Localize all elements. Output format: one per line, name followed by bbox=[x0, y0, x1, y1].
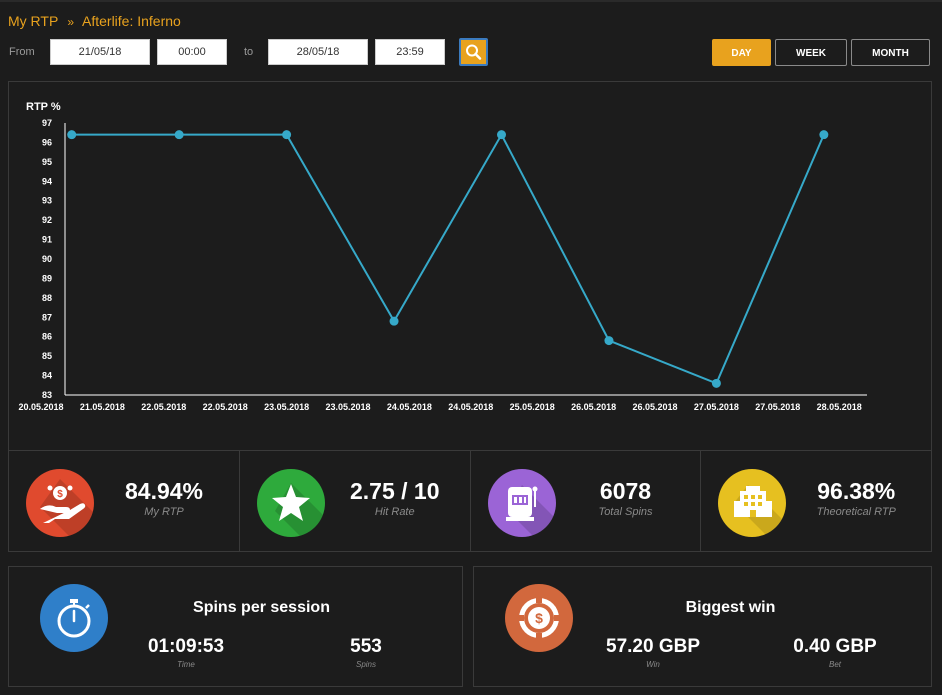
spins-per-session-panel: Spins per session 01:09:53 Time 553 Spin… bbox=[8, 566, 463, 687]
total-spins-value: 6078 bbox=[599, 478, 652, 504]
x-tick-label: 22.05.2018 bbox=[141, 402, 186, 412]
spins-per-session-title: Spins per session bbox=[193, 599, 330, 616]
range-day-button[interactable]: DAY bbox=[712, 39, 771, 66]
y-tick-label: 84 bbox=[42, 371, 52, 381]
x-tick-label: 20.05.2018 bbox=[18, 402, 63, 412]
rtp-data-point[interactable] bbox=[711, 378, 721, 388]
y-tick-label: 95 bbox=[42, 157, 52, 167]
x-tick-label: 23.05.2018 bbox=[325, 402, 370, 412]
x-tick-label: 21.05.2018 bbox=[80, 402, 125, 412]
rtp-data-point[interactable] bbox=[174, 130, 184, 140]
rtp-chart-panel: RTP % 83 84 85 86 87 88 89 90 91 92 93 94 95 96 97 20.… bbox=[8, 81, 932, 451]
x-tick-label: 25.05.2018 bbox=[510, 402, 555, 412]
x-tick-label: 26.05.2018 bbox=[571, 402, 616, 412]
rtp-data-point[interactable] bbox=[282, 130, 292, 140]
casino-chip-icon: $ bbox=[505, 584, 573, 652]
x-tick-label: 23.05.2018 bbox=[264, 402, 309, 412]
breadcrumb-current: Afterlife: Inferno bbox=[82, 13, 181, 29]
top-border bbox=[0, 0, 942, 2]
x-tick-label: 28.05.2018 bbox=[817, 402, 862, 412]
from-time-field[interactable]: 00:00 bbox=[157, 39, 227, 65]
svg-text:$: $ bbox=[57, 489, 63, 500]
biggest-win-panel: $ Biggest win 57.20 GBP Win 0.40 GBP Bet bbox=[473, 566, 932, 687]
x-tick-label: 26.05.2018 bbox=[632, 402, 677, 412]
biggest-win-bet-value: 0.40 GBP bbox=[793, 636, 877, 657]
biggest-win-label: Win bbox=[646, 660, 660, 669]
stopwatch-icon bbox=[40, 584, 108, 652]
hand-money-icon: $ bbox=[26, 469, 94, 537]
biggest-win-title: Biggest win bbox=[685, 599, 776, 616]
to-date-field[interactable]: 28/05/18 bbox=[268, 39, 368, 65]
search-icon bbox=[466, 44, 482, 60]
theoretical-rtp-label: Theoretical RTP bbox=[816, 506, 896, 518]
x-tick-label: 27.05.2018 bbox=[755, 402, 800, 412]
stat-hit-rate: 2.75 / 10 Hit Rate bbox=[240, 451, 471, 551]
breadcrumb-separator: » bbox=[67, 15, 74, 29]
range-week-button[interactable]: WEEK bbox=[775, 39, 847, 66]
svg-text:$: $ bbox=[535, 610, 543, 626]
from-date-field[interactable]: 21/05/18 bbox=[50, 39, 150, 65]
session-time-value: 01:09:53 bbox=[147, 636, 225, 657]
breadcrumb-root-link[interactable]: My RTP bbox=[8, 13, 59, 29]
y-tick-label: 85 bbox=[42, 351, 52, 361]
rtp-line-chart: RTP % 83 84 85 86 87 88 89 90 91 92 93 94 95 96 97 20.… bbox=[18, 101, 867, 412]
from-label: From bbox=[9, 46, 35, 58]
y-tick-label: 91 bbox=[42, 235, 52, 245]
y-tick-label: 94 bbox=[42, 176, 52, 186]
session-time-label: Time bbox=[177, 660, 195, 669]
biggest-win-value: 57.20 GBP bbox=[606, 636, 700, 657]
total-spins-label: Total Spins bbox=[598, 506, 653, 518]
rtp-series-line bbox=[71, 132, 825, 385]
my-rtp-value: 84.94% bbox=[124, 478, 203, 504]
rtp-data-point[interactable] bbox=[604, 336, 614, 346]
stat-total-spins: 6078 Total Spins bbox=[471, 451, 702, 551]
search-button[interactable] bbox=[459, 38, 488, 66]
y-tick-label: 92 bbox=[42, 215, 52, 225]
rtp-data-point[interactable] bbox=[67, 130, 77, 140]
stats-row: $ 84.94% My RTP 2.75 / 10 Hit Rate bbox=[8, 450, 932, 552]
x-tick-label: 27.05.2018 bbox=[694, 402, 739, 412]
y-tick-label: 88 bbox=[42, 293, 52, 303]
stat-theoretical-rtp: 96.38% Theoretical RTP bbox=[701, 451, 931, 551]
y-tick-label: 96 bbox=[42, 137, 52, 147]
building-icon bbox=[718, 469, 787, 537]
range-month-button[interactable]: MONTH bbox=[851, 39, 930, 66]
y-tick-label: 86 bbox=[42, 332, 52, 342]
x-tick-label: 24.05.2018 bbox=[448, 402, 493, 412]
x-tick-label: 24.05.2018 bbox=[387, 402, 432, 412]
hit-rate-value: 2.75 / 10 bbox=[349, 478, 440, 504]
y-tick-label: 83 bbox=[42, 390, 52, 400]
rtp-data-point[interactable] bbox=[389, 316, 399, 326]
y-tick-label: 87 bbox=[42, 312, 52, 322]
rtp-data-point[interactable] bbox=[497, 130, 506, 140]
star-icon bbox=[256, 469, 325, 537]
theoretical-rtp-value: 96.38% bbox=[817, 478, 896, 504]
y-tick-label: 89 bbox=[42, 273, 52, 283]
session-spins-value: 553 bbox=[350, 636, 382, 657]
my-rtp-label: My RTP bbox=[144, 506, 184, 518]
to-time-field[interactable]: 23:59 bbox=[375, 39, 445, 65]
breadcrumb: My RTP » Afterlife: Inferno bbox=[8, 13, 181, 29]
x-tick-label: 22.05.2018 bbox=[203, 402, 248, 412]
session-spins-label: Spins bbox=[355, 660, 376, 669]
stat-my-rtp: $ 84.94% My RTP bbox=[9, 451, 240, 551]
slot-machine-icon bbox=[487, 469, 556, 537]
y-tick-label: 97 bbox=[42, 118, 52, 128]
rtp-data-point[interactable] bbox=[819, 130, 829, 140]
y-tick-label: 90 bbox=[42, 254, 52, 264]
hit-rate-label: Hit Rate bbox=[374, 506, 415, 518]
to-label: to bbox=[244, 46, 254, 58]
y-tick-label: 93 bbox=[42, 196, 52, 206]
biggest-win-bet-label: Bet bbox=[828, 660, 841, 669]
y-axis-label: RTP % bbox=[26, 101, 61, 113]
